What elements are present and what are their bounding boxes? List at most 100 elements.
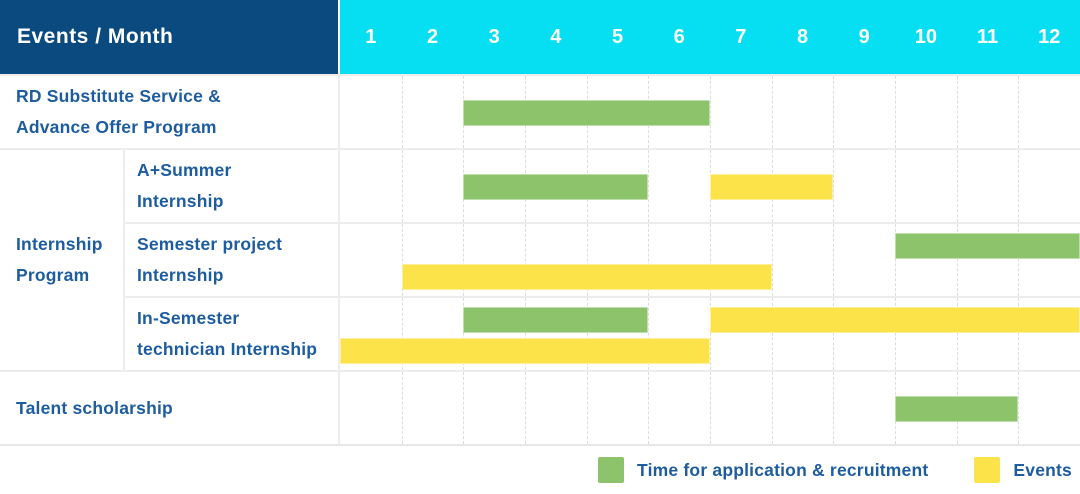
row-label-line: Advance Offer Program [16,117,217,137]
green-swatch-icon [598,457,625,483]
row-label-a-plus-summer: A+Summer Internship [125,148,340,222]
month-gridline [771,224,773,296]
month-gridline [895,76,896,148]
row-label-line: Internship [137,191,224,211]
month-gridline [648,224,650,296]
month-gridline [401,372,403,444]
month-gridline [956,224,958,296]
month-label: 11 [976,25,999,48]
month-gridline [833,298,835,370]
month-gridline [895,298,896,370]
month-label: 6 [673,25,685,48]
event-bar [710,174,834,200]
application-recruitment-bar [895,233,1080,259]
group-label-line: Program [16,265,90,285]
month-gridline [1018,298,1020,370]
event-bar [340,338,710,364]
month-gridline [401,76,403,148]
legend-label: Time for application & recruitment [637,459,929,480]
month-gridline [1018,150,1020,222]
month-label: 5 [611,25,624,48]
month-gridline [771,298,773,370]
month-gridline [401,298,403,370]
row-label-line: Internship [137,265,224,285]
legend-label: Events [1013,459,1072,480]
yellow-swatch-icon [974,457,1001,483]
application-recruitment-bar [463,307,649,333]
legend-item-application: Time for application & recruitment [598,457,928,483]
row-label-line: Talent scholarship [16,397,173,418]
month-gridline [648,150,650,222]
month-label: 1 [365,25,377,48]
month-gridline [586,372,588,444]
month-label: 9 [858,25,870,48]
row-label-line: Semester project [137,234,283,254]
month-gridline [895,150,896,222]
event-bar [401,264,772,290]
month-gridline [586,224,588,296]
month-gridline [833,76,835,148]
month-gridline [956,298,958,370]
month-gridline [833,224,835,296]
month-gridline [956,76,958,148]
month-header-strip: 1 2 3 4 5 6 7 8 9 10 11 12 [340,0,1080,74]
application-recruitment-bar [463,174,649,200]
month-gridline [710,298,711,370]
row-label-line: technician Internship [137,339,318,359]
month-label: 10 [914,25,937,48]
row-label-line: A+Summer [137,160,232,180]
legend-item-events: Events [974,457,1072,483]
month-gridline [833,150,835,222]
month-gridline [1018,224,1020,296]
month-gridline [401,150,403,222]
month-gridline [1018,76,1020,148]
event-bar [710,307,1080,333]
month-gridline [771,372,773,444]
month-gridline [463,298,465,370]
row-label-rd-substitute: RD Substitute Service & Advance Offer Pr… [0,74,340,148]
row-label-talent-scholarship: Talent scholarship [0,370,340,444]
month-gridline [833,372,835,444]
chart-cell [340,370,1080,444]
month-label: 3 [488,25,500,48]
month-gridline [463,372,465,444]
month-gridline [401,224,403,296]
table-body: RD Substitute Service & Advance Offer Pr… [0,74,1080,446]
month-label: 7 [735,25,747,48]
month-gridline [710,372,711,444]
row-label-in-semester-technician: In-Semester technician Internship [125,296,340,370]
row-label-semester-project: Semester project Internship [125,222,340,296]
row-label-line: RD Substitute Service & [16,86,221,106]
month-gridline [463,224,465,296]
chart-cell [340,148,1080,222]
legend: Time for application & recruitment Event… [0,446,1080,494]
month-gridline [525,298,526,370]
month-gridline [710,76,711,148]
table-header: Events / Month 1 2 3 4 5 6 7 8 9 10 11 1… [0,0,1080,74]
month-gridline [710,224,711,296]
month-gridline [648,372,650,444]
group-label-line: Internship [16,234,103,254]
group-label-internship-program: Internship Program [0,148,125,370]
month-gridline [648,298,650,370]
month-label: 12 [1038,25,1061,48]
chart-cell [340,296,1080,370]
month-gridline [525,372,526,444]
month-gridline [956,150,958,222]
month-label: 4 [550,25,562,48]
application-recruitment-bar [463,100,710,126]
month-label: 8 [796,25,809,48]
events-month-header-cell: Events / Month [0,0,340,74]
month-label: 2 [426,25,439,48]
month-gridline [586,298,588,370]
application-recruitment-bar [895,396,1019,422]
month-gridline [895,224,896,296]
chart-cell [340,74,1080,148]
month-gridline [771,76,773,148]
chart-cell [340,222,1080,296]
month-gridline [525,224,526,296]
month-gridline [1018,372,1020,444]
header-title: Events / Month [17,25,174,48]
row-label-line: In-Semester [137,308,240,328]
